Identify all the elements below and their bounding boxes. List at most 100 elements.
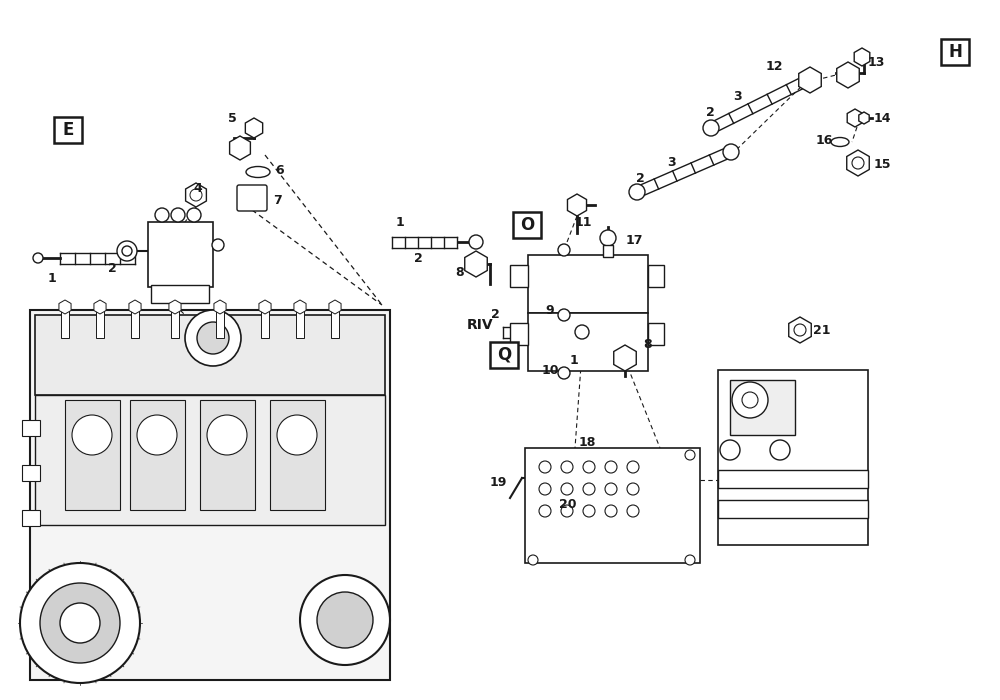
Bar xyxy=(270,400,325,510)
Bar xyxy=(35,395,385,525)
Circle shape xyxy=(277,415,317,455)
Text: 1: 1 xyxy=(48,272,56,284)
Circle shape xyxy=(627,505,639,517)
Circle shape xyxy=(685,555,695,565)
Circle shape xyxy=(539,483,551,495)
Circle shape xyxy=(627,483,639,495)
Circle shape xyxy=(605,505,617,517)
Text: 18: 18 xyxy=(578,435,596,449)
Bar xyxy=(61,310,69,338)
Text: H: H xyxy=(948,43,962,61)
Circle shape xyxy=(583,505,595,517)
Circle shape xyxy=(212,239,224,251)
Circle shape xyxy=(40,583,120,663)
Text: 3: 3 xyxy=(668,155,676,169)
Circle shape xyxy=(732,382,768,418)
Bar xyxy=(148,222,213,287)
Circle shape xyxy=(137,415,177,455)
Circle shape xyxy=(60,603,100,643)
Circle shape xyxy=(770,440,790,460)
Text: 8: 8 xyxy=(644,339,652,351)
Bar xyxy=(648,323,664,345)
Bar xyxy=(528,255,648,313)
Text: 5: 5 xyxy=(228,111,236,125)
Text: 2: 2 xyxy=(491,309,499,321)
Bar xyxy=(65,400,120,510)
Circle shape xyxy=(561,461,573,473)
Text: 8: 8 xyxy=(456,265,464,279)
Text: 9: 9 xyxy=(546,304,554,316)
Circle shape xyxy=(185,310,241,366)
Circle shape xyxy=(583,483,595,495)
Circle shape xyxy=(575,325,589,339)
Circle shape xyxy=(171,208,185,222)
Circle shape xyxy=(539,505,551,517)
Text: 6: 6 xyxy=(276,164,284,176)
Circle shape xyxy=(742,392,758,408)
Circle shape xyxy=(317,592,373,648)
FancyBboxPatch shape xyxy=(237,185,267,211)
Bar xyxy=(513,212,541,238)
Bar xyxy=(331,310,339,338)
Bar xyxy=(35,315,385,395)
Text: 7: 7 xyxy=(274,193,282,206)
Bar xyxy=(30,310,390,680)
Text: E: E xyxy=(62,121,74,139)
Bar xyxy=(216,310,224,338)
Text: 2: 2 xyxy=(414,251,422,265)
Circle shape xyxy=(558,244,570,256)
Bar xyxy=(151,285,209,303)
Text: 1: 1 xyxy=(396,216,404,228)
Circle shape xyxy=(20,563,140,683)
Text: 17: 17 xyxy=(625,234,643,246)
Circle shape xyxy=(852,157,864,169)
Text: 14: 14 xyxy=(873,111,891,125)
Bar xyxy=(200,400,255,510)
Text: 20: 20 xyxy=(559,498,577,512)
Circle shape xyxy=(720,440,740,460)
Text: 2: 2 xyxy=(108,262,116,274)
Circle shape xyxy=(558,309,570,321)
Circle shape xyxy=(207,415,247,455)
Circle shape xyxy=(72,415,112,455)
Bar xyxy=(261,310,269,338)
Bar xyxy=(525,448,700,563)
Bar xyxy=(130,400,185,510)
Bar xyxy=(510,323,528,345)
Circle shape xyxy=(539,461,551,473)
Bar xyxy=(22,465,40,481)
Bar xyxy=(22,510,40,526)
Text: 1: 1 xyxy=(570,354,578,367)
Circle shape xyxy=(528,555,538,565)
Circle shape xyxy=(558,367,570,379)
Bar xyxy=(131,310,139,338)
Circle shape xyxy=(300,575,390,665)
Circle shape xyxy=(190,189,202,201)
Bar xyxy=(96,310,104,338)
Circle shape xyxy=(605,461,617,473)
Text: 13: 13 xyxy=(867,55,885,69)
Circle shape xyxy=(605,483,617,495)
Circle shape xyxy=(469,235,483,249)
Bar xyxy=(718,370,868,545)
Bar xyxy=(528,313,648,371)
Circle shape xyxy=(561,505,573,517)
Text: 2: 2 xyxy=(636,172,644,185)
Text: 3: 3 xyxy=(734,90,742,102)
Ellipse shape xyxy=(831,137,849,146)
Circle shape xyxy=(629,184,645,200)
Circle shape xyxy=(703,120,719,136)
Text: 16: 16 xyxy=(815,134,833,146)
Text: 19: 19 xyxy=(489,475,507,489)
Circle shape xyxy=(794,324,806,336)
Bar xyxy=(603,245,613,257)
Bar xyxy=(490,342,518,368)
Text: 4: 4 xyxy=(194,181,202,195)
Circle shape xyxy=(187,208,201,222)
Bar xyxy=(22,420,40,436)
Circle shape xyxy=(600,230,616,246)
Bar xyxy=(296,310,304,338)
Bar xyxy=(648,265,664,287)
Bar xyxy=(941,39,969,65)
Circle shape xyxy=(197,322,229,354)
